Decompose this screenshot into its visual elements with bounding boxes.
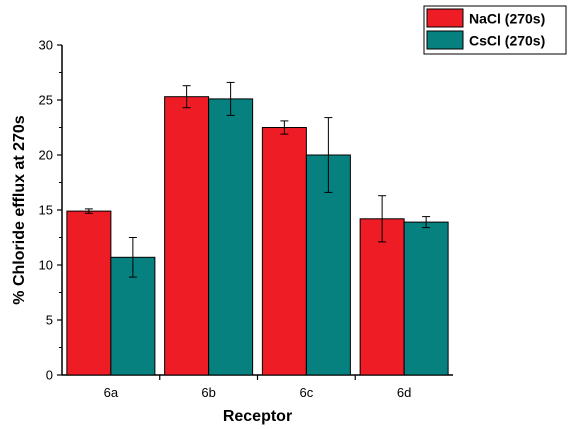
x-tick-label-6c: 6c bbox=[300, 385, 314, 400]
legend-label: CsCl (270s) bbox=[469, 33, 545, 49]
bar-6a-nacl bbox=[66, 210, 112, 376]
y-tick-label: 30 bbox=[39, 38, 53, 53]
bar-6c-nacl bbox=[261, 127, 307, 376]
legend-label: NaCl (270s) bbox=[469, 11, 545, 27]
y-tick-label: 15 bbox=[39, 203, 53, 218]
bar-6c-cscl bbox=[305, 154, 351, 376]
x-tick-label-6a: 6a bbox=[104, 385, 119, 400]
y-axis-title: % Chloride efflux at 270s bbox=[11, 115, 28, 304]
bar-6d-nacl bbox=[359, 218, 405, 376]
legend: NaCl (270s) CsCl (270s) bbox=[423, 5, 567, 55]
x-tick-label-6b: 6b bbox=[201, 385, 215, 400]
bar-6b-nacl bbox=[164, 96, 210, 376]
x-axis-title: Receptor bbox=[223, 408, 292, 425]
y-tick-label: 25 bbox=[39, 93, 53, 108]
y-tick-label: 0 bbox=[46, 368, 53, 383]
bar-6b-cscl bbox=[208, 98, 254, 376]
y-tick-label: 20 bbox=[39, 148, 53, 163]
x-tick-label-6d: 6d bbox=[397, 385, 411, 400]
legend-swatch bbox=[426, 30, 464, 50]
y-tick-label: 5 bbox=[46, 313, 53, 328]
bar-6d-cscl bbox=[403, 221, 449, 376]
plot-area: 0 5 10 15 20 25 30 6a 6b 6c 6d bbox=[39, 38, 453, 400]
y-tick-label: 10 bbox=[39, 258, 53, 273]
legend-swatch bbox=[426, 8, 464, 28]
